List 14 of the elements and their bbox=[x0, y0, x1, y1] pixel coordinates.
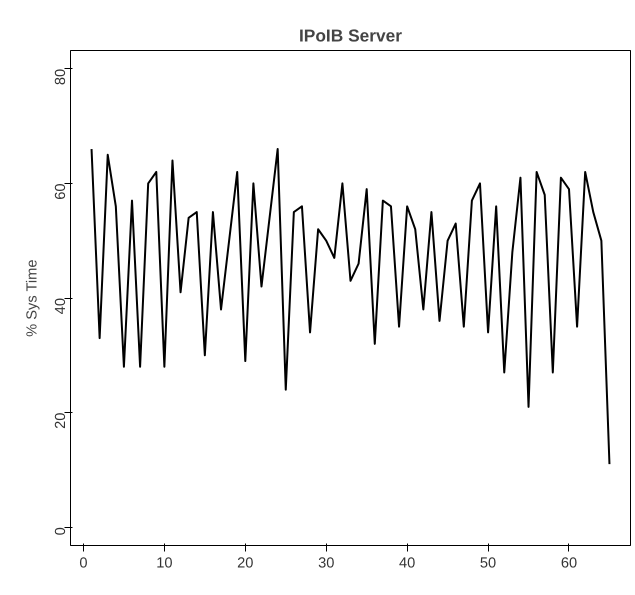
y-tick-label: 60 bbox=[53, 183, 69, 200]
x-tick-label: 30 bbox=[318, 556, 334, 572]
x-tick-label: 10 bbox=[156, 556, 173, 572]
x-tick-label: 0 bbox=[79, 556, 88, 572]
y-tick-label: 0 bbox=[53, 527, 69, 536]
y-tick-label: 80 bbox=[53, 68, 69, 86]
chart-title: IPoIB Server bbox=[298, 26, 402, 46]
x-tick-label: 20 bbox=[237, 556, 254, 572]
x-tick-label: 60 bbox=[560, 556, 578, 572]
x-tick-label: 50 bbox=[480, 556, 496, 572]
x-tick-label: 40 bbox=[398, 556, 416, 572]
y-axis-title: % Sys Time bbox=[24, 259, 40, 337]
y-tick-label: 20 bbox=[53, 412, 69, 429]
y-tick-label: 40 bbox=[53, 298, 69, 314]
